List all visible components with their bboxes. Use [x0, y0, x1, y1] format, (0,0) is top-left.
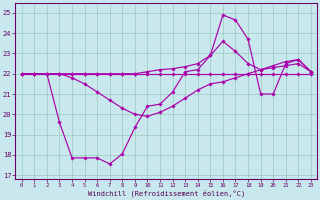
X-axis label: Windchill (Refroidissement éolien,°C): Windchill (Refroidissement éolien,°C) — [88, 190, 245, 197]
